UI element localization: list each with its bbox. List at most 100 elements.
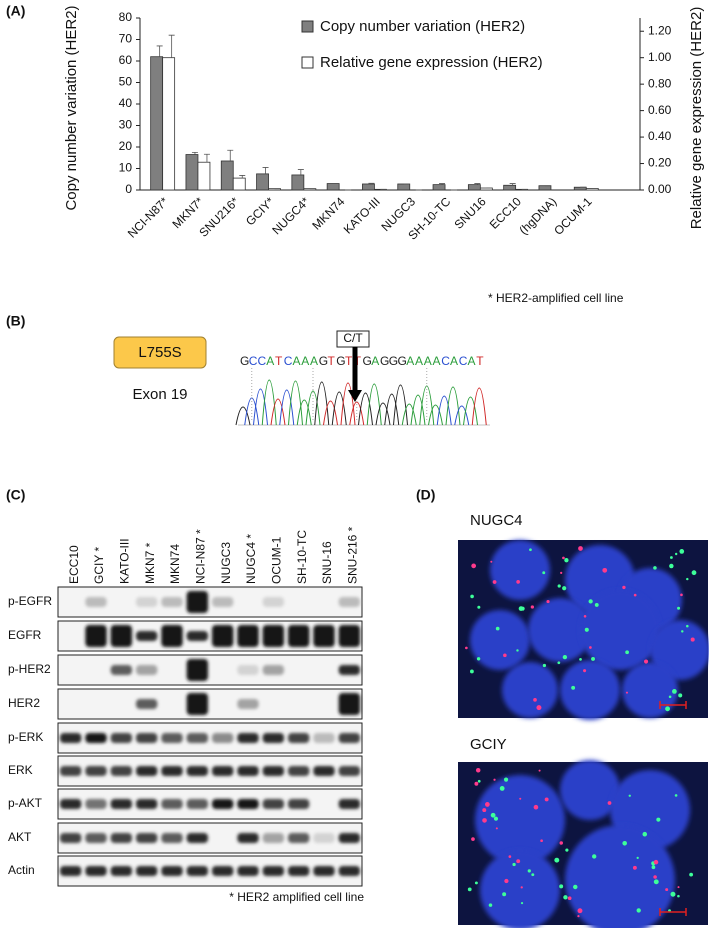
y2-tick-label: 0.00 bbox=[648, 182, 672, 196]
blot-band bbox=[288, 799, 310, 809]
fish-signal bbox=[653, 859, 659, 865]
blot-band bbox=[161, 733, 183, 743]
blot-band bbox=[237, 766, 259, 776]
nucleus bbox=[475, 775, 565, 865]
blot-band bbox=[85, 866, 107, 876]
blot-band bbox=[262, 597, 284, 607]
blot-band bbox=[110, 866, 132, 876]
blot-strip bbox=[57, 822, 363, 854]
trace-peak bbox=[471, 387, 487, 426]
lane-label: SNU-216 * bbox=[346, 526, 360, 584]
blot-band bbox=[110, 766, 132, 776]
fish-signal bbox=[490, 812, 496, 818]
fish-signal bbox=[690, 637, 695, 642]
lane-label: NCI-N87 * bbox=[194, 529, 208, 584]
fish-signal bbox=[653, 875, 657, 879]
trace-peak bbox=[366, 383, 382, 426]
fish-signal bbox=[573, 884, 578, 890]
trace-peak bbox=[261, 379, 277, 426]
fish-signal bbox=[484, 802, 490, 807]
fish-signal bbox=[689, 872, 694, 877]
trace-peak bbox=[454, 405, 470, 426]
blot-band bbox=[110, 833, 132, 843]
blot-band bbox=[110, 799, 132, 809]
legend-swatch bbox=[301, 56, 314, 69]
fish-signal bbox=[670, 891, 676, 897]
nucleus bbox=[560, 660, 620, 720]
fish-signal bbox=[588, 599, 593, 604]
fish-signal bbox=[516, 649, 519, 652]
fish-signal bbox=[490, 560, 493, 563]
bar bbox=[220, 160, 234, 191]
footnote: * HER2 amplified cell line bbox=[229, 890, 364, 904]
blot-band bbox=[60, 866, 82, 876]
y2-tick-label: 0.80 bbox=[648, 76, 672, 90]
fish-signal bbox=[546, 599, 550, 604]
blot-band bbox=[60, 833, 82, 843]
fish-signal bbox=[594, 603, 599, 607]
y-tick-label: 30 bbox=[119, 118, 133, 132]
lane-label: MKN7 * bbox=[143, 542, 157, 584]
fish-signal bbox=[533, 698, 537, 702]
fish-signal bbox=[686, 577, 689, 581]
scale-bar bbox=[659, 908, 687, 916]
error-bar bbox=[168, 34, 175, 58]
fish-signal bbox=[583, 669, 587, 673]
nucleus bbox=[528, 598, 592, 662]
blot-band bbox=[136, 866, 158, 876]
fish-signal bbox=[482, 808, 487, 813]
fish-signal bbox=[686, 624, 689, 628]
fish-signal bbox=[677, 606, 681, 610]
lane-label: SNU-16 bbox=[320, 541, 334, 584]
y2-axis-label: Relative gene expression (HER2) bbox=[688, 7, 705, 230]
bar bbox=[162, 57, 176, 191]
blot-band bbox=[136, 631, 158, 641]
blot-band bbox=[60, 766, 82, 776]
fish-signal bbox=[527, 869, 531, 873]
blot-band bbox=[313, 733, 335, 743]
fish-signal bbox=[665, 888, 669, 892]
trace-peak bbox=[288, 380, 303, 426]
blot-band bbox=[161, 766, 183, 776]
trace-peak bbox=[375, 402, 391, 426]
fish-signal bbox=[670, 556, 673, 559]
blot-band bbox=[288, 833, 310, 843]
nucleus bbox=[470, 610, 530, 670]
fish-signal bbox=[677, 894, 680, 898]
fish-signal bbox=[691, 570, 697, 576]
fish-signal bbox=[495, 626, 500, 631]
fish-signal bbox=[559, 884, 564, 889]
bar bbox=[362, 183, 375, 191]
fish-signal bbox=[470, 594, 474, 599]
blot-band bbox=[212, 625, 234, 647]
legend-label: Copy number variation (HER2) bbox=[320, 18, 525, 35]
blot-band bbox=[186, 659, 208, 681]
row-label: p-EGFR bbox=[8, 594, 52, 608]
fish-signal bbox=[477, 779, 481, 783]
panel-label: (B) bbox=[6, 313, 25, 329]
blot-band bbox=[237, 699, 259, 709]
fish-signal bbox=[474, 881, 478, 885]
trace-peak bbox=[331, 391, 347, 426]
blot-band bbox=[338, 625, 360, 647]
blot-band bbox=[313, 766, 335, 776]
panel-label: (C) bbox=[6, 487, 25, 503]
blot-band bbox=[186, 866, 208, 876]
trace-peak bbox=[235, 406, 251, 426]
fish-signal bbox=[622, 585, 626, 590]
blot-band bbox=[212, 733, 234, 743]
y-tick-label: 10 bbox=[119, 161, 133, 175]
fish-signal bbox=[665, 706, 670, 712]
y-tick-label: 40 bbox=[119, 96, 133, 110]
blot-band bbox=[262, 766, 284, 776]
fish-signal bbox=[577, 914, 580, 918]
fish-signal bbox=[577, 908, 583, 914]
blot-band bbox=[186, 766, 208, 776]
fish-signal bbox=[493, 816, 499, 821]
fish-signal bbox=[559, 841, 563, 845]
blot-strip bbox=[57, 755, 363, 787]
fish-signal bbox=[668, 695, 672, 699]
error-bar bbox=[227, 149, 234, 161]
fish-signal bbox=[578, 546, 583, 551]
